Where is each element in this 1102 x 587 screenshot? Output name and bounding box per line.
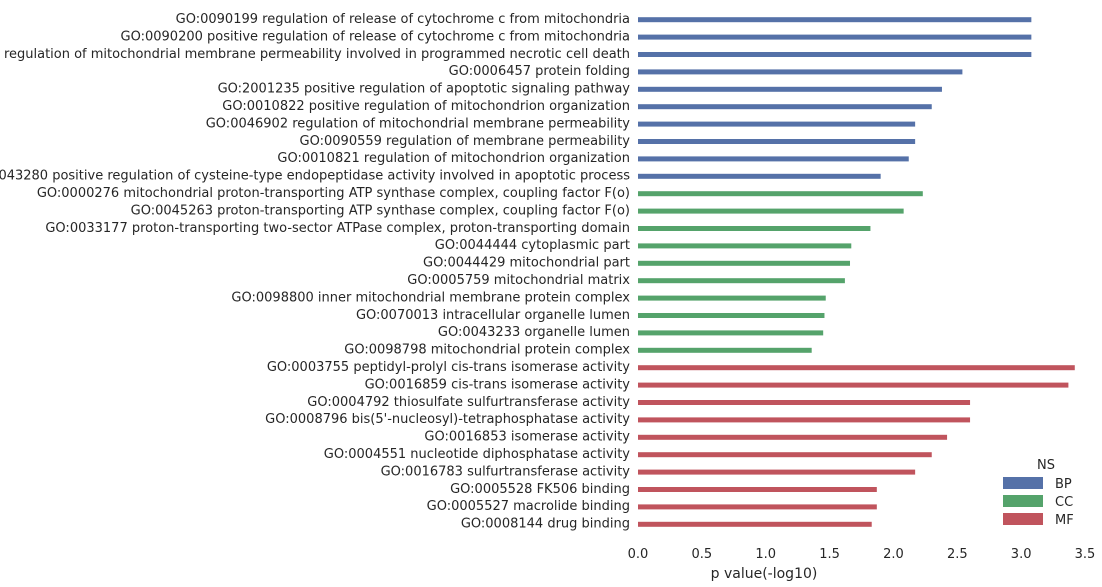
bar-cc [638,278,845,284]
x-tick-label: 0.5 [692,547,713,562]
bar-bp [638,173,881,179]
category-label: GO:0045263 proton-transporting ATP synth… [131,203,630,218]
category-label: GO:0010821 regulation of mitochondrion o… [277,151,630,166]
x-tick-label: 3.5 [1075,547,1096,562]
bars [638,17,1075,527]
category-label: GO:0006457 protein folding [449,64,630,79]
bar-cc [638,191,923,197]
category-label: GO:0044444 cytoplasmic part [435,238,630,253]
category-label: GO:0046902 regulation of mitochondrial m… [206,116,631,131]
bar-cc [638,330,824,336]
category-label: GO:0005527 macrolide binding [427,499,630,514]
category-label: GO:0004792 thiosulfate sulfurtransferase… [307,395,630,410]
x-axis: p value(-log10) 0.0 0.5 1.0 1.5 2.0 2.5 3.0 3.5 [628,547,1096,582]
bar-bp [638,139,916,144]
legend-title: NS [1037,458,1055,473]
bar-mf [638,417,971,423]
bar-bp [638,69,963,75]
bar-cc [638,347,812,353]
category-label: GO:0004551 nucleotide diphosphatase acti… [324,447,630,462]
legend: NS BP CC MF [1003,458,1074,528]
category-label: GO:0005528 FK506 binding [450,482,630,497]
category-label: GO:1902445 regulation of mitochondrial m… [0,47,630,62]
bar-cc [638,295,826,301]
x-tick-label: 1.5 [819,547,840,562]
bar-mf [638,400,971,405]
category-label: GO:0016783 sulfurtransferase activity [381,464,631,479]
legend-swatch-bp [1003,477,1043,489]
bar-mf [638,521,872,527]
category-label: GO:0016859 cis-trans isomerase activity [365,377,631,392]
category-label: GO:0033177 proton-transporting two-secto… [45,221,630,236]
category-label: GO:0005759 mitochondrial matrix [407,273,630,288]
category-label: GO:2001235 positive regulation of apopto… [218,82,631,97]
bar-bp [638,17,1032,23]
x-tick-label: 2.5 [947,547,968,562]
x-axis-label: p value(-log10) [711,566,818,582]
category-label: GO:0003755 peptidyl-prolyl cis-trans iso… [267,360,630,375]
x-tick-label: 2.0 [883,547,904,562]
bar-cc [638,208,904,214]
x-tick-label: 3.0 [1011,547,1032,562]
category-label: GO:0098798 mitochondrial protein complex [344,343,630,358]
category-label: GO:0070013 intracellular organelle lumen [356,308,630,323]
category-label: GO:0010822 positive regulation of mitoch… [222,99,630,114]
legend-label: MF [1055,513,1074,528]
bar-bp [638,121,916,127]
bar-mf [638,365,1075,371]
bar-cc [638,313,825,318]
category-label: GO:0043280 positive regulation of cystei… [0,169,630,184]
legend-label: BP [1055,477,1072,492]
category-label: GO:0090200 positive regulation of releas… [121,29,630,44]
x-tick-label: 0.0 [628,547,649,562]
category-label: GO:0008144 drug binding [461,517,630,532]
bar-cc [638,260,851,266]
bar-mf [638,487,877,492]
category-label: GO:0090559 regulation of membrane permea… [300,134,631,149]
bar-mf [638,504,877,510]
category-label: GO:0043233 organelle lumen [438,325,630,340]
category-label: GO:0008796 bis(5'-nucleosyl)-tetraphosph… [265,412,630,427]
bar-mf [638,382,1069,388]
category-label: GO:0000276 mitochondrial proton-transpor… [37,186,630,201]
category-labels: GO:0090199 regulation of release of cyto… [0,12,630,532]
bar-cc [638,226,871,231]
category-label: GO:0044429 mitochondrial part [423,256,630,271]
bar-bp [638,156,909,162]
category-label: GO:0098800 inner mitochondrial membrane … [231,290,630,305]
bar-cc [638,243,852,249]
bar-bp [638,86,942,92]
bar-bp [638,52,1032,57]
bar-mf [638,434,948,440]
legend-swatch-mf [1003,513,1043,525]
legend-label: CC [1055,495,1073,510]
bar-mf [638,452,932,458]
category-label: GO:0090199 regulation of release of cyto… [176,12,630,27]
x-tick-label: 1.0 [755,547,776,562]
bar-bp [638,34,1032,40]
bar-bp [638,104,932,110]
category-label: GO:0016853 isomerase activity [424,430,630,445]
bar-mf [638,469,916,475]
legend-swatch-cc [1003,495,1043,507]
